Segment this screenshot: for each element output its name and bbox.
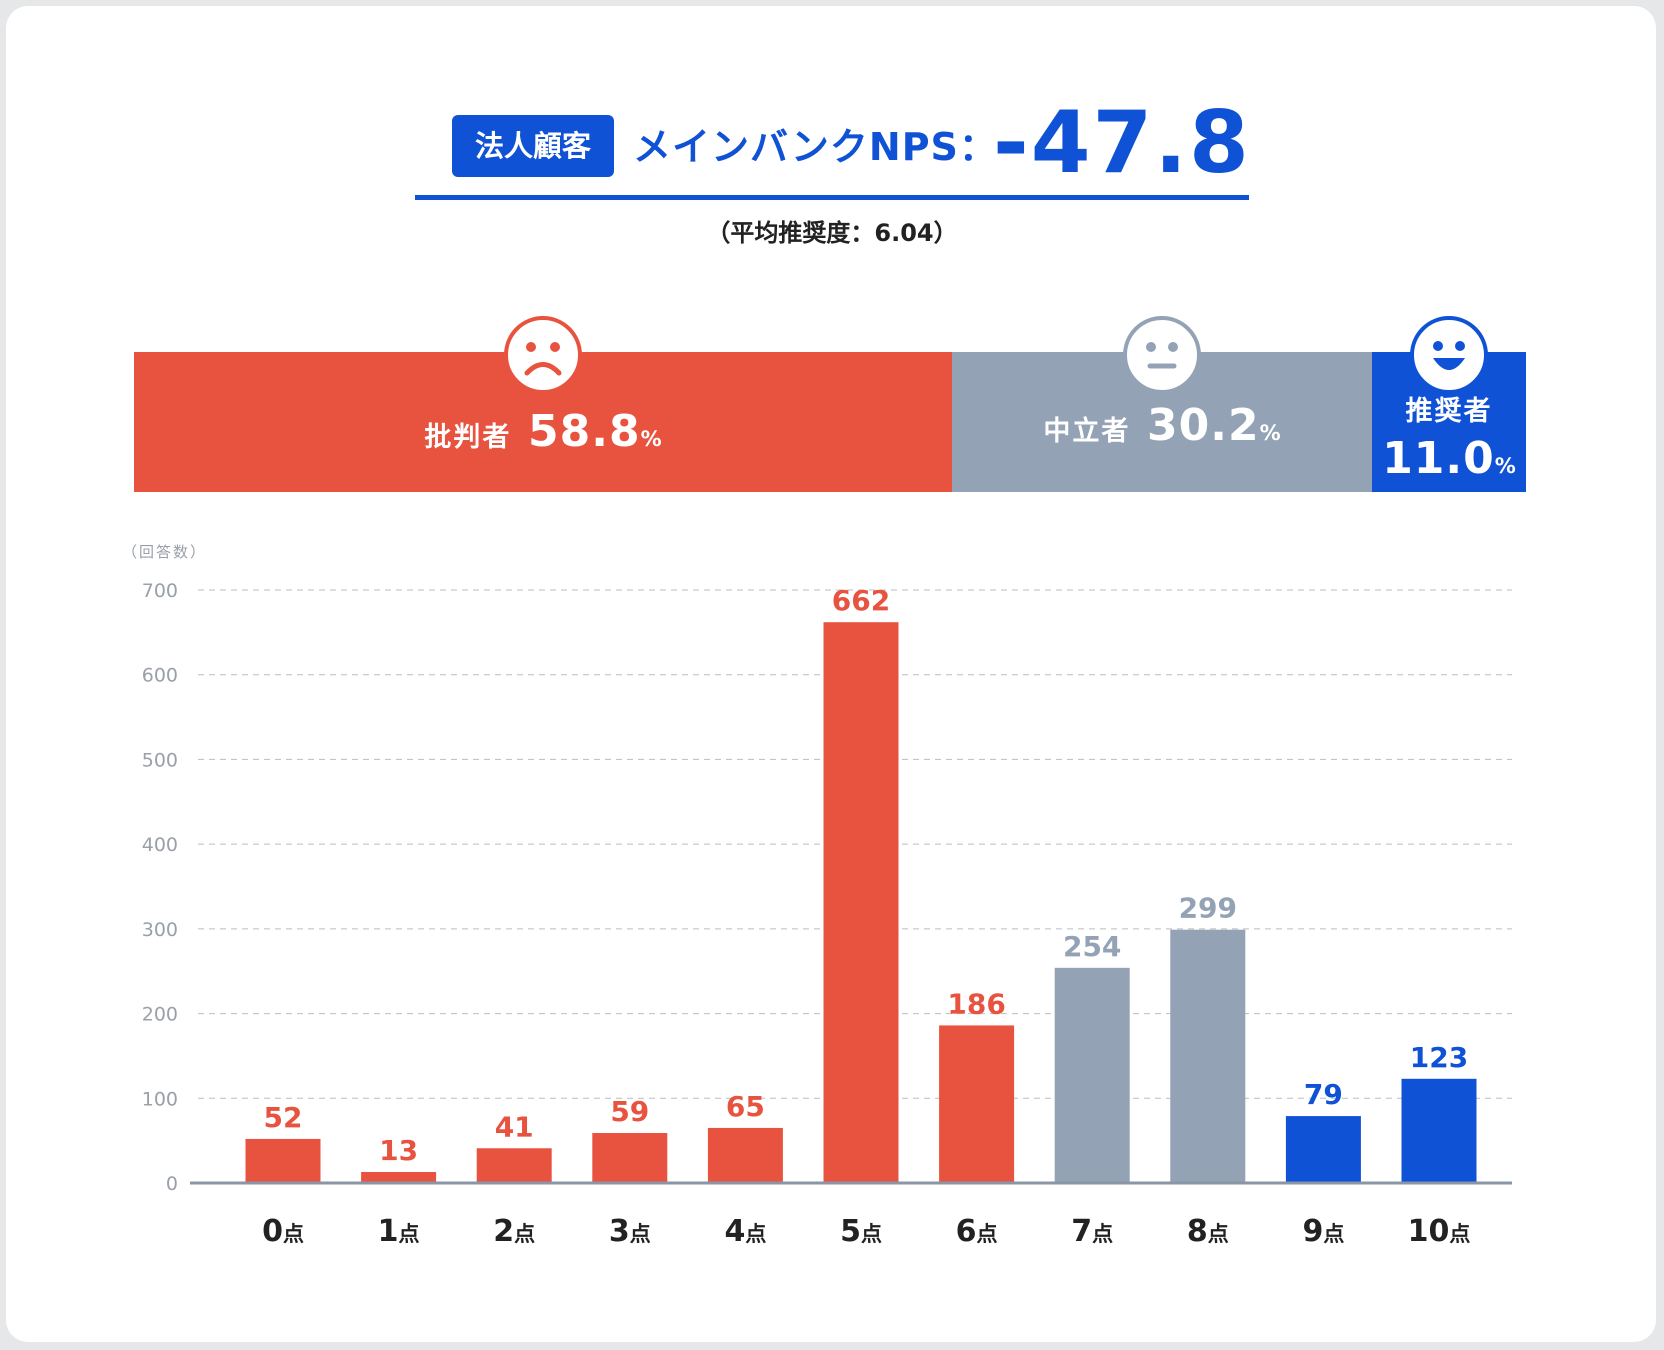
segment-unit: % [1259,421,1281,445]
segment-value: 30.2 [1147,400,1260,451]
y-tick-label: 0 [166,1173,178,1195]
response-count-chart: （回答数） 0 100 200 300 400 500 600 700 52 0点 13 1点 41 2点… [0,535,1664,1265]
x-tick-label: 0点 [262,1214,304,1249]
segment-promoters: 推奨者 11.0% [1372,352,1526,492]
bar [361,1171,437,1183]
bar [592,1133,668,1183]
x-tick-label: 10点 [1408,1214,1471,1249]
nps-segment-bar: 批判者 58.8% 中立者 30.2% 推奨者 11.0% [134,316,1526,492]
y-tick-label: 200 [142,1004,178,1026]
segment-value: 11.0 [1382,433,1495,484]
segment-value: 58.8 [528,406,641,457]
bar [476,1148,552,1183]
data-label: 254 [1063,930,1121,963]
x-tick-label: 3点 [609,1214,651,1249]
data-label: 299 [1179,892,1237,925]
bar [823,622,899,1183]
nps-title: メインバンクNPS： [633,125,998,169]
y-tick-label: 300 [142,919,178,941]
y-tick-label: 600 [142,665,178,687]
bar [1054,967,1130,1183]
x-tick-label: 8点 [1187,1214,1229,1249]
average-score-subtitle: （平均推奨度：6.04） [706,219,958,247]
neutral-face-icon [1123,316,1201,394]
segment-label: 推奨者 [1405,396,1493,427]
data-label: 41 [495,1110,534,1143]
data-label: 13 [379,1134,418,1167]
bar [939,1025,1015,1183]
bar [1401,1078,1477,1183]
data-label: 59 [610,1095,649,1128]
segment-unit: % [640,427,662,451]
x-tick-label: 2点 [493,1214,535,1249]
data-label: 52 [264,1101,303,1134]
segment-label: 中立者 [1043,416,1131,447]
bar-chart-svg: 0 100 200 300 400 500 600 700 52 0点 13 1点 41 2点 59 3点 65… [142,580,1512,1249]
data-label: 123 [1410,1041,1468,1074]
x-tick-label: 1点 [378,1214,420,1249]
y-tick-label: 700 [142,580,178,602]
x-tick-label: 9点 [1302,1214,1344,1249]
x-tick-label: 5点 [840,1214,882,1249]
data-label: 186 [947,987,1005,1020]
bar [245,1138,321,1183]
header-underline [415,195,1249,200]
x-tick-label: 4点 [724,1214,766,1249]
customer-type-badge: 法人顧客 [452,115,614,177]
bar [1170,929,1246,1183]
bar [1285,1116,1361,1183]
nps-header: 法人顧客 メインバンクNPS： -47.8 [415,95,1249,203]
happy-face-icon [1410,316,1488,394]
y-tick-label: 100 [142,1088,178,1110]
segment-unit: % [1494,454,1516,478]
data-label: 662 [832,584,890,617]
x-tick-label: 7点 [1071,1214,1113,1249]
y-tick-label: 400 [142,834,178,856]
y-axis-unit-label: （回答数） [122,543,208,561]
segment-label: 批判者 [424,422,512,453]
nps-value: -47.8 [993,93,1251,193]
sad-face-icon [504,316,582,394]
bar [707,1127,783,1183]
y-tick-label: 500 [142,749,178,771]
data-label: 65 [726,1090,765,1123]
x-tick-label: 6点 [956,1214,998,1249]
data-label: 79 [1304,1078,1343,1111]
